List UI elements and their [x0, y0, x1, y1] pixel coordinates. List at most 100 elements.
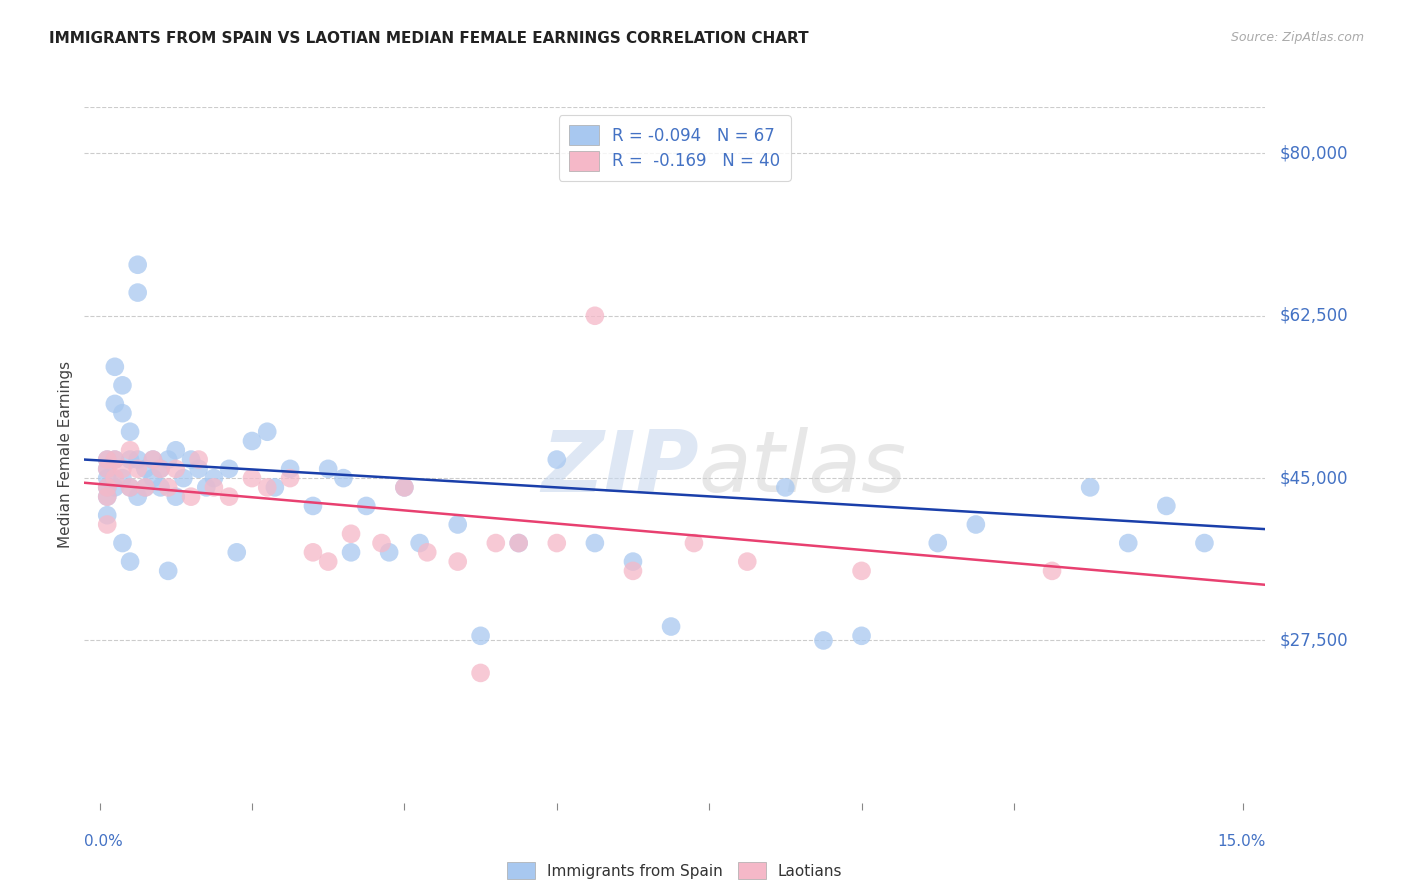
Point [157, 480, 180, 494]
Text: $27,500: $27,500 [1279, 632, 1348, 649]
Point [1078, 480, 1101, 494]
Point [302, 499, 325, 513]
Point [340, 545, 363, 559]
Point [225, 545, 247, 559]
Point [1040, 564, 1063, 578]
Point [96, 480, 118, 494]
Point [851, 564, 873, 578]
Point [546, 536, 568, 550]
Point [508, 536, 530, 550]
Text: 15.0%: 15.0% [1218, 834, 1265, 849]
Point [202, 480, 225, 494]
Text: atlas: atlas [699, 427, 907, 510]
Point [735, 555, 758, 569]
Point [104, 397, 127, 411]
Point [218, 462, 240, 476]
Point [263, 480, 285, 494]
Point [583, 536, 606, 550]
Text: $45,000: $45,000 [1279, 469, 1348, 487]
Point [120, 425, 142, 439]
Point [104, 359, 127, 374]
Point [356, 499, 378, 513]
Point [127, 285, 149, 300]
Point [180, 452, 202, 467]
Point [278, 462, 301, 476]
Text: IMMIGRANTS FROM SPAIN VS LAOTIAN MEDIAN FEMALE EARNINGS CORRELATION CHART: IMMIGRANTS FROM SPAIN VS LAOTIAN MEDIAN … [49, 31, 808, 46]
Point [965, 517, 987, 532]
Point [149, 462, 172, 476]
Point [104, 452, 127, 467]
Point [927, 536, 949, 550]
Point [96, 480, 118, 494]
Text: Source: ZipAtlas.com: Source: ZipAtlas.com [1230, 31, 1364, 45]
Point [104, 480, 127, 494]
Point [316, 555, 339, 569]
Point [332, 471, 354, 485]
Point [240, 434, 263, 448]
Point [195, 480, 218, 494]
Point [416, 545, 439, 559]
Point [96, 517, 118, 532]
Point [447, 517, 470, 532]
Point [202, 471, 225, 485]
Point [142, 452, 165, 467]
Point [340, 526, 363, 541]
Point [127, 452, 149, 467]
Point [851, 629, 873, 643]
Legend: Immigrants from Spain, Laotians: Immigrants from Spain, Laotians [502, 855, 848, 886]
Point [775, 480, 797, 494]
Point [583, 309, 606, 323]
Point [96, 452, 118, 467]
Point [96, 462, 118, 476]
Point [470, 629, 492, 643]
Text: ZIP: ZIP [541, 427, 699, 510]
Point [96, 462, 118, 476]
Point [111, 471, 134, 485]
Point [180, 490, 202, 504]
Point [157, 564, 180, 578]
Point [256, 480, 278, 494]
Point [621, 555, 644, 569]
Point [111, 406, 134, 420]
Point [165, 462, 187, 476]
Point [165, 490, 187, 504]
Point [165, 443, 187, 458]
Point [120, 443, 142, 458]
Point [1116, 536, 1139, 550]
Point [621, 564, 644, 578]
Point [96, 490, 118, 504]
Point [278, 471, 301, 485]
Point [104, 471, 127, 485]
Point [408, 536, 430, 550]
Point [111, 462, 134, 476]
Text: 0.0%: 0.0% [84, 834, 124, 849]
Point [127, 462, 149, 476]
Point [485, 536, 508, 550]
Point [218, 490, 240, 504]
Point [187, 452, 209, 467]
Point [659, 619, 682, 633]
Point [96, 471, 118, 485]
Point [256, 425, 278, 439]
Point [378, 545, 401, 559]
Point [104, 452, 127, 467]
Point [96, 508, 118, 523]
Y-axis label: Median Female Earnings: Median Female Earnings [58, 361, 73, 549]
Point [120, 452, 142, 467]
Point [470, 665, 492, 680]
Point [120, 480, 142, 494]
Point [508, 536, 530, 550]
Point [447, 555, 470, 569]
Point [316, 462, 339, 476]
Point [134, 480, 156, 494]
Point [149, 462, 172, 476]
Text: $62,500: $62,500 [1279, 307, 1348, 325]
Point [120, 480, 142, 494]
Text: $80,000: $80,000 [1279, 145, 1348, 162]
Point [187, 462, 209, 476]
Point [111, 378, 134, 392]
Point [96, 490, 118, 504]
Point [1156, 499, 1178, 513]
Point [127, 490, 149, 504]
Point [172, 471, 194, 485]
